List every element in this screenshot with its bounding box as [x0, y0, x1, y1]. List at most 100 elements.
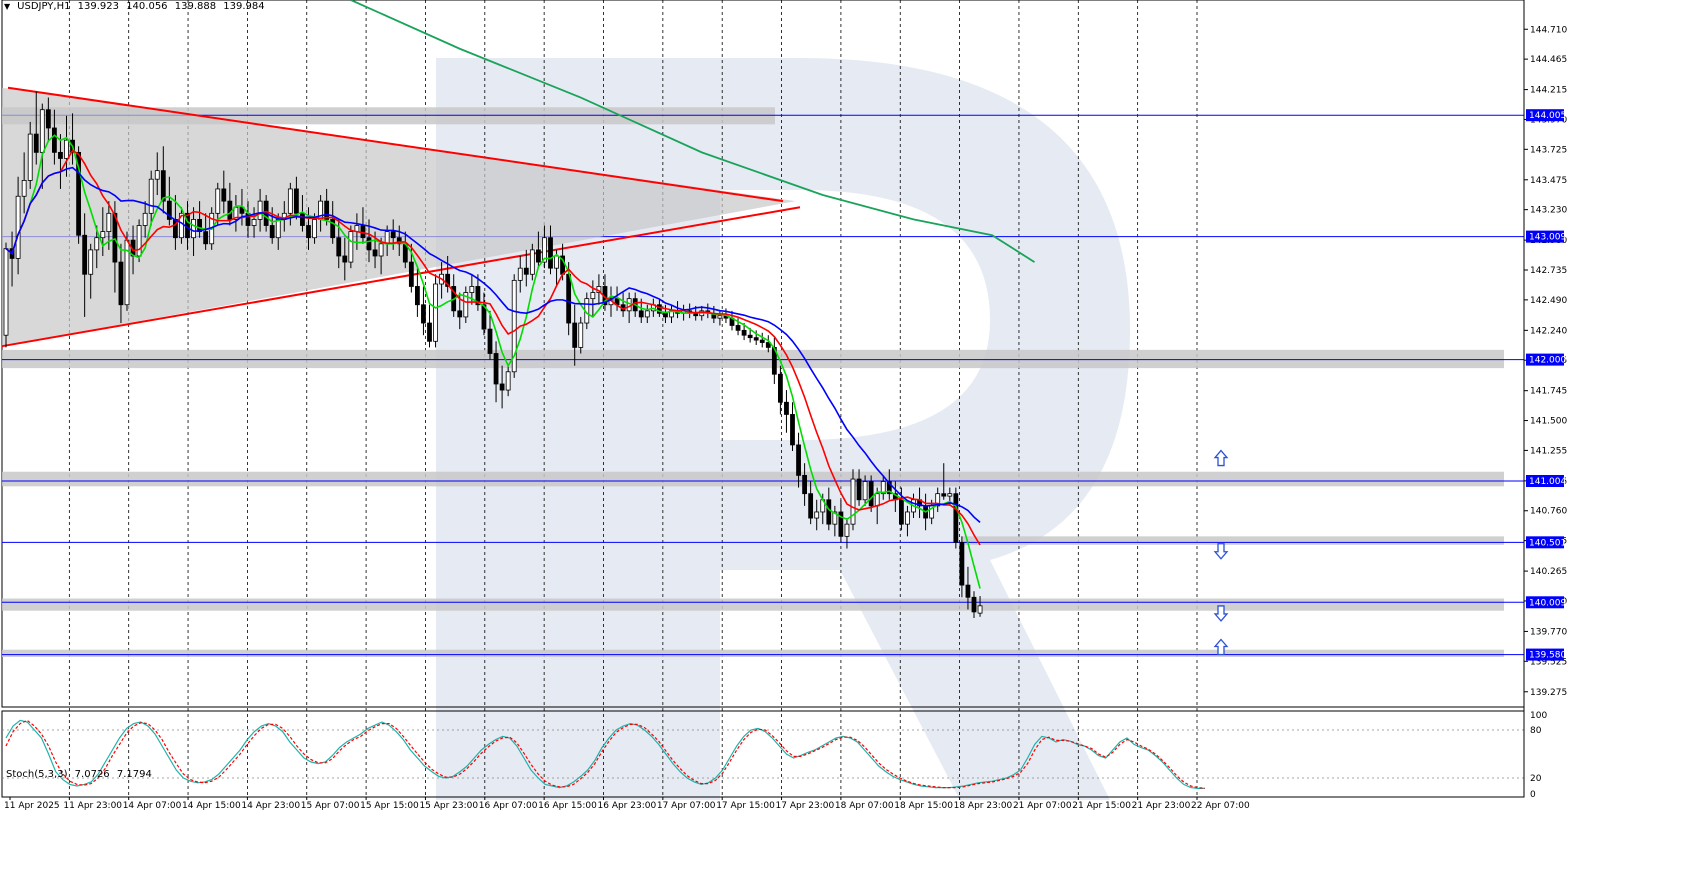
candle-body [554, 255, 559, 269]
candle-body [160, 170, 166, 202]
candle-body [408, 261, 414, 287]
candle-body [269, 225, 275, 239]
level-price-tag [1526, 109, 1564, 122]
level-price-label: 140.009 [1529, 598, 1566, 608]
candle-body [275, 219, 281, 239]
time-tick-label: 16 Apr 23:00 [598, 801, 657, 811]
low-value: 139.888 [174, 1, 217, 12]
candle-body [257, 200, 263, 220]
candle-body [414, 286, 420, 306]
candle-body [499, 383, 505, 391]
candle-body [203, 231, 209, 245]
price-zone [962, 536, 1504, 545]
candle-body [64, 139, 69, 159]
stoch-main-line [5, 719, 1205, 790]
price-tick-label: 139.770 [1530, 627, 1567, 637]
time-tick-label: 15 Apr 07:00 [301, 801, 360, 811]
candle-body [850, 478, 856, 525]
candle-body [487, 328, 493, 354]
price-tick-label: 140.760 [1530, 507, 1567, 517]
triangle-pattern [1, 86, 801, 348]
candle-body [802, 474, 807, 495]
candle-body [536, 249, 541, 263]
time-tick-label: 21 Apr 23:00 [1132, 801, 1191, 811]
candle-body [215, 188, 221, 214]
candle-body [336, 237, 342, 257]
candle-body [735, 325, 741, 331]
price-tick-label: 143.725 [1530, 145, 1567, 155]
ma_slow-line [5, 166, 981, 523]
price-tick-label: 144.710 [1530, 25, 1567, 35]
ma_mid-line [5, 149, 981, 546]
candle-body [784, 401, 789, 415]
time-tick-label: 17 Apr 23:00 [776, 801, 835, 811]
close-value: 139.984 [223, 1, 265, 12]
high-value: 140.056 [126, 1, 168, 12]
watermark-shape [436, 58, 1130, 800]
candle-body [663, 312, 668, 318]
candle-body [941, 493, 947, 497]
time-tick-label: 21 Apr 07:00 [1013, 801, 1072, 811]
candle-body [3, 248, 9, 336]
candle-body [330, 219, 336, 239]
candle-body [21, 180, 27, 197]
candle-body [886, 481, 892, 495]
time-tick-label: 15 Apr 23:00 [419, 801, 478, 811]
stoch-tick-label: 0 [1530, 790, 1536, 800]
price-zone [2, 349, 1504, 369]
stoch-tick-label: 100 [1530, 711, 1547, 721]
level-price-tag [1526, 475, 1564, 488]
candle-body [505, 371, 511, 391]
candle-body [76, 151, 81, 236]
candle-body [717, 315, 723, 319]
candle-body [100, 231, 106, 239]
level-price-label: 141.004 [1529, 477, 1566, 487]
level-price-label: 142.000 [1529, 356, 1566, 366]
chart-header: ▼ USDJPY,H1 139.923 140.056 139.888 139.9… [4, 1, 265, 12]
candle-body [899, 499, 904, 525]
candle-body [306, 225, 311, 239]
price-tick-label: 139.275 [1530, 688, 1567, 698]
stochastic-panel-border [1, 710, 1525, 798]
stoch-main-value: 7.0726 [74, 769, 110, 780]
ma_fast-line [5, 134, 981, 589]
price-zone [2, 471, 1504, 487]
symbol-label: USDJPY,H1 [17, 1, 71, 12]
candle-body [844, 523, 850, 537]
candle-body [493, 353, 499, 385]
horizontal-levels [2, 114, 1524, 656]
level-price-tag [1526, 536, 1564, 549]
time-tick-label: 14 Apr 07:00 [123, 801, 182, 811]
watermark-logo [436, 58, 1130, 800]
time-tick-label: 17 Apr 07:00 [657, 801, 716, 811]
candle-body [396, 237, 402, 245]
candle-body [191, 219, 196, 239]
candle-body [287, 188, 293, 214]
price-tick-label: 141.745 [1530, 387, 1567, 397]
candle-body [856, 478, 862, 501]
candle-body [445, 273, 451, 287]
menu-triangle-icon[interactable]: ▼ [4, 2, 11, 11]
candle-body [826, 499, 832, 525]
candle-body [106, 212, 112, 233]
time-tick-label: 21 Apr 15:00 [1072, 801, 1131, 811]
candle-body [517, 267, 523, 281]
triangle-lower-line [1, 206, 801, 348]
candle-body [832, 511, 838, 525]
candle-body [372, 249, 378, 257]
price-tick-label: 143.230 [1530, 206, 1567, 216]
candle-body [154, 170, 160, 180]
candle-body [765, 342, 771, 348]
arrow-down-icon [1213, 605, 1229, 622]
candle-body [644, 310, 650, 318]
arrow-up-icon [1213, 638, 1229, 656]
level-price-tag [1526, 648, 1564, 661]
candle-body [523, 267, 529, 275]
triangle-fill [2, 87, 796, 347]
price-tick-label: 139.525 [1530, 657, 1567, 667]
candle-body [342, 255, 348, 263]
candle-body [626, 298, 632, 312]
candle-body [390, 231, 396, 239]
candle-body [747, 334, 753, 339]
